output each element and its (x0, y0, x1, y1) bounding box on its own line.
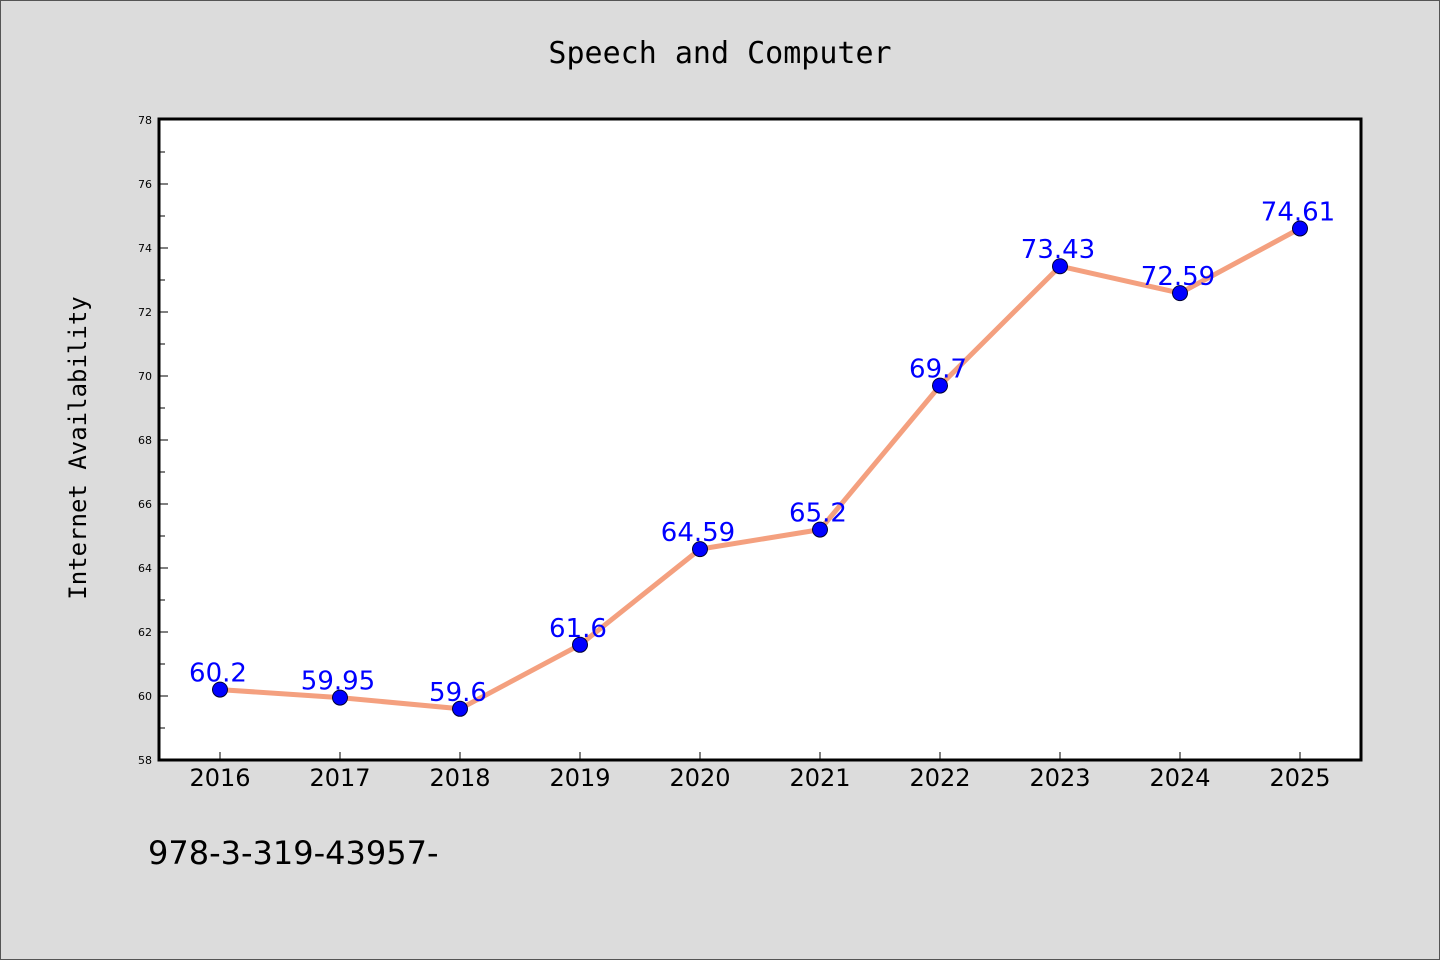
data-label: 61.6 (549, 614, 607, 644)
series-line (219, 226, 1302, 712)
x-tick-label: 2018 (429, 764, 490, 792)
x-tick-label: 2025 (1269, 764, 1330, 792)
x-tick-label: 2017 (309, 764, 370, 792)
x-tick-label: 2022 (909, 764, 970, 792)
data-point-marker (332, 689, 348, 706)
y-tick-label: 72 (138, 306, 152, 319)
data-label: 69.7 (909, 355, 967, 385)
data-point-marker (572, 636, 588, 653)
x-tick-label: 2024 (1149, 764, 1210, 792)
data-point-marker (1052, 258, 1068, 275)
footer-text: 978-3-319-43957- (148, 834, 439, 872)
y-tick-label: 68 (138, 434, 152, 447)
y-tick-label: 74 (138, 242, 152, 255)
data-label: 73.43 (1021, 235, 1095, 265)
chart-title: Speech and Computer (548, 36, 891, 71)
y-axis: 58 60 62 64 66 68 70 72 74 76 78 (138, 114, 168, 767)
y-tick-label: 58 (138, 754, 152, 767)
data-label: 59.6 (429, 678, 487, 708)
y-tick-label: 78 (138, 114, 152, 127)
x-tick-label: 2023 (1029, 764, 1090, 792)
y-tick-label: 76 (138, 178, 152, 191)
data-label: 72.59 (1141, 262, 1215, 292)
data-label: 64.59 (661, 518, 735, 548)
data-label: 74.61 (1261, 197, 1335, 227)
data-point-marker (692, 541, 708, 558)
data-point-marker (1292, 220, 1308, 237)
data-point-marker (212, 681, 228, 698)
x-tick-label: 2016 (189, 764, 250, 792)
y-tick-label: 60 (138, 690, 152, 703)
data-labels: 60.2 59.95 59.6 61.6 64.59 65.2 69.7 73.43 72.59… (189, 197, 1335, 707)
y-tick-label: 70 (138, 370, 152, 383)
x-axis: 2016 2017 2018 2019 2020 2021 2022 2023 2024 2025 (189, 752, 1331, 792)
data-point-marker (1172, 285, 1188, 302)
y-tick-label: 66 (138, 498, 152, 511)
data-label: 60.2 (189, 659, 247, 689)
y-tick-label: 62 (138, 626, 152, 639)
data-point-marker (812, 521, 828, 538)
x-tick-label: 2021 (789, 764, 850, 792)
data-point-marker (452, 700, 468, 717)
y-axis-label: Internet Availability (64, 296, 92, 599)
data-label: 59.95 (301, 667, 375, 697)
y-tick-label: 64 (138, 562, 152, 575)
x-tick-label: 2020 (669, 764, 730, 792)
data-label: 65.2 (789, 499, 847, 529)
data-point-marker (932, 377, 948, 394)
x-tick-label: 2019 (549, 764, 610, 792)
plot-area (157, 117, 1363, 762)
series-markers (212, 220, 1308, 717)
